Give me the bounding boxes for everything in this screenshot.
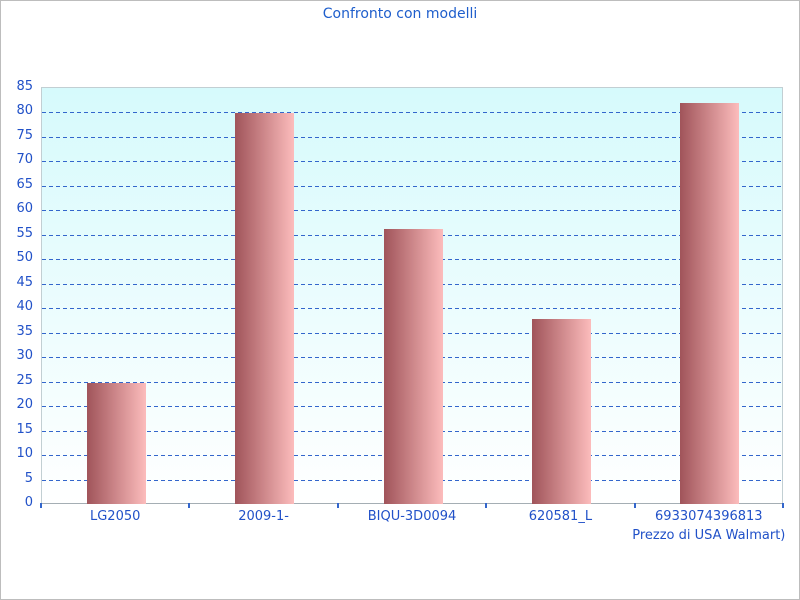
gridline <box>42 185 782 187</box>
y-tick-label: 0 <box>24 495 33 510</box>
x-label-line1: LG2050 <box>89 509 141 524</box>
y-tick-label: 55 <box>16 225 33 241</box>
x-tick-label-2009-1-: 2009-1- <box>154 507 374 526</box>
y-tick-label: 50 <box>16 250 33 266</box>
gridline <box>42 210 782 212</box>
x-label-line1: 620581_L <box>528 509 593 524</box>
x-axis-tick <box>40 503 42 508</box>
gridline <box>42 136 782 138</box>
x-tick-label-LG2050: LG2050 <box>5 507 225 526</box>
y-tick-label: 10 <box>16 446 33 462</box>
x-tick-label-620581_L: 620581_L <box>450 507 670 526</box>
y-tick-label: 70 <box>16 152 33 168</box>
y-tick-label: 20 <box>16 397 33 413</box>
y-tick-label: 75 <box>16 127 33 143</box>
y-tick-label: 85 <box>16 79 33 94</box>
bar-620581_L <box>531 319 591 504</box>
y-tick-label: 15 <box>16 421 33 437</box>
bar-LG2050 <box>86 383 146 504</box>
y-tick-label: 60 <box>16 201 33 217</box>
gridline <box>42 161 782 163</box>
x-label-line1: 2009-1- <box>238 509 289 524</box>
x-label-line1: BIQU-3D0094 <box>367 509 457 524</box>
x-axis-tick <box>782 503 784 508</box>
x-tick-label-BIQU-3D0094: BIQU-3D0094 <box>302 507 522 526</box>
gridline <box>42 112 782 114</box>
x-label-line2: Prezzo di USA Walmart) <box>632 528 786 543</box>
x-label-line1: 6933074396813 <box>655 509 763 524</box>
y-tick-label: 80 <box>16 103 33 119</box>
x-tick-label-6933074396813: 6933074396813 Prezzo di USA Walmart) <box>599 507 799 545</box>
x-axis-tick <box>336 503 339 508</box>
bar-BIQU-3D0094 <box>383 228 443 504</box>
y-tick-label: 65 <box>16 176 33 192</box>
bar-2009-1- <box>235 113 295 504</box>
x-axis-tick <box>633 503 636 508</box>
y-tick-label: 35 <box>16 323 33 339</box>
y-tick-label: 30 <box>16 348 33 364</box>
y-tick-label: 25 <box>16 372 33 388</box>
x-axis-tick <box>485 503 488 508</box>
x-axis-tick <box>188 503 191 508</box>
y-tick-label: 45 <box>16 274 33 290</box>
y-tick-label: 5 <box>24 470 33 486</box>
y-tick-label: 40 <box>16 299 33 315</box>
plot-area <box>41 87 783 504</box>
bar-6933074396813 <box>680 103 740 504</box>
chart-title: Confronto con modelli <box>322 6 478 22</box>
